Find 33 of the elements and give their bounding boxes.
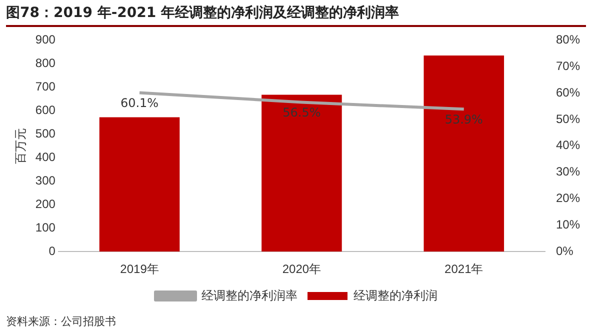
- y2-tick-label: 10%: [556, 217, 580, 232]
- y2-tick-label: 70%: [556, 58, 580, 73]
- y-tick-label: 0: [48, 244, 56, 258]
- data-label: 56.5%: [282, 105, 321, 120]
- y-tick-label: 900: [35, 32, 56, 47]
- y2-tick-label: 40%: [556, 138, 580, 152]
- legend-label: 经调整的净利润率: [202, 288, 298, 302]
- y-tick-label: 400: [35, 150, 56, 164]
- y2-tick-label: 50%: [556, 112, 580, 126]
- y-axis-title: 百万元: [14, 128, 28, 164]
- bar: [424, 55, 504, 252]
- y-tick-label: 500: [35, 126, 56, 140]
- x-tick-label: 2021年: [444, 262, 484, 276]
- y-tick-label: 100: [35, 220, 56, 234]
- x-tick-label: 2019年: [120, 262, 159, 276]
- y-tick-label: 600: [35, 102, 56, 117]
- y-tick-label: 700: [35, 79, 56, 94]
- y-tick-label: 300: [35, 173, 56, 188]
- y-tick-label: 800: [35, 56, 56, 70]
- y-tick-label: 200: [35, 196, 56, 211]
- x-tick-label: 2020年: [282, 262, 322, 276]
- text: 资料来源：公司招股书: [6, 314, 116, 329]
- legend-label: 经调整的净利润: [354, 288, 438, 302]
- bar: [262, 94, 342, 252]
- bar: [99, 117, 180, 252]
- y2-tick-label: 0%: [556, 244, 574, 258]
- chart-title: 图78：2019 年-2021 年经调整的净利润及经调整的净利润率: [6, 4, 586, 27]
- y2-tick-label: 60%: [556, 85, 580, 100]
- y2-tick-label: 80%: [556, 32, 580, 47]
- y2-tick-label: 20%: [556, 191, 580, 206]
- data-label: 60.1%: [120, 96, 159, 110]
- data-label: 53.9%: [444, 112, 483, 126]
- y2-tick-label: 30%: [556, 164, 580, 179]
